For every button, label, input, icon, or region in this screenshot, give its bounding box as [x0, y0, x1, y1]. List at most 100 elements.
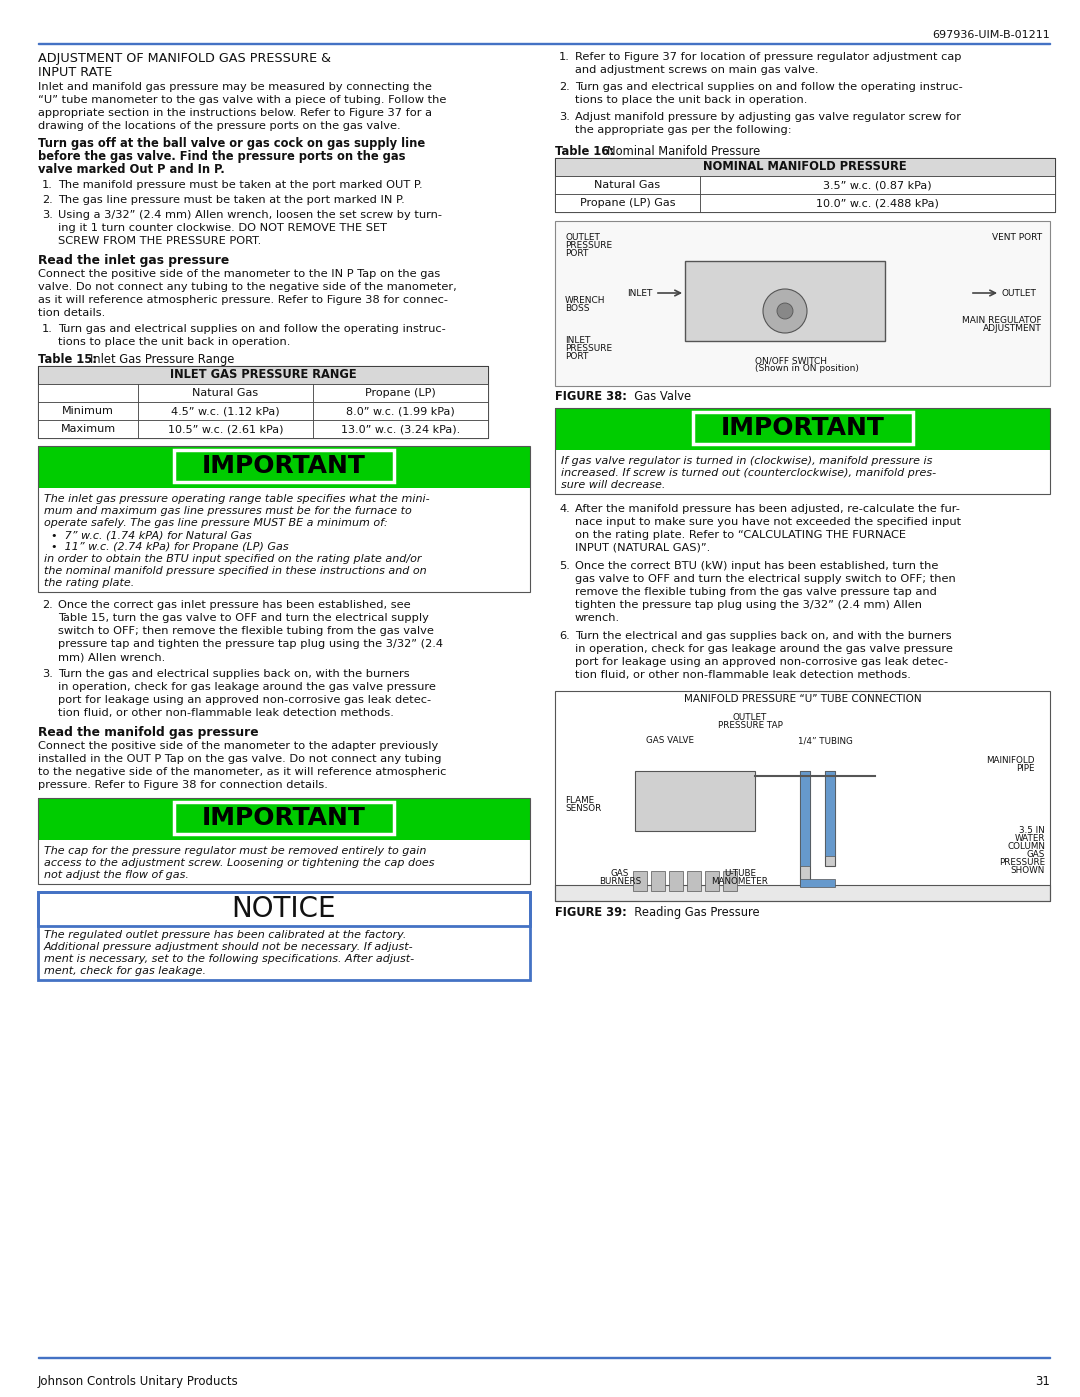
Text: ment, check for gas leakage.: ment, check for gas leakage.	[44, 965, 206, 977]
Text: PORT: PORT	[565, 249, 589, 258]
Bar	[38, 893, 530, 981]
Text: Inlet Gas Pressure Range: Inlet Gas Pressure Range	[90, 353, 234, 366]
Text: WRENCH: WRENCH	[565, 296, 606, 305]
Text: 10.5” w.c. (2.61 kPa): 10.5” w.c. (2.61 kPa)	[167, 425, 283, 434]
Bar	[138, 420, 313, 439]
Bar	[651, 870, 665, 891]
Text: Turn the electrical and gas supplies back on, and with the burners: Turn the electrical and gas supplies bac…	[575, 631, 951, 641]
Text: INPUT RATE: INPUT RATE	[38, 66, 112, 80]
Bar	[692, 412, 913, 444]
Text: •  11” w.c. (2.74 kPa) for Propane (LP) Gas: • 11” w.c. (2.74 kPa) for Propane (LP) G…	[44, 542, 288, 552]
Text: U-TUBE: U-TUBE	[724, 869, 756, 877]
Text: OUTLET: OUTLET	[1002, 289, 1037, 298]
Text: tions to place the unit back in operation.: tions to place the unit back in operatio…	[58, 337, 291, 346]
Bar	[555, 886, 1050, 901]
Text: Connect the positive side of the manometer to the IN P Tap on the gas: Connect the positive side of the manomet…	[38, 270, 441, 279]
Bar	[825, 771, 835, 866]
Text: Gas Valve: Gas Valve	[627, 390, 691, 402]
Bar	[555, 408, 1050, 450]
Bar	[555, 158, 1055, 176]
Text: Turn gas and electrical supplies on and follow the operating instruc-: Turn gas and electrical supplies on and …	[58, 324, 446, 334]
Text: Once the correct BTU (kW) input has been established, turn the: Once the correct BTU (kW) input has been…	[575, 562, 939, 571]
Text: Natural Gas: Natural Gas	[192, 388, 258, 398]
Bar	[38, 42, 1050, 43]
Bar	[555, 158, 1055, 212]
Circle shape	[762, 289, 807, 332]
Text: ment is necessary, set to the following specifications. After adjust-: ment is necessary, set to the following …	[44, 954, 414, 964]
Text: PRESSURE TAP: PRESSURE TAP	[717, 721, 782, 731]
Bar	[313, 402, 488, 420]
Text: installed in the OUT P Tap on the gas valve. Do not connect any tubing: installed in the OUT P Tap on the gas va…	[38, 754, 442, 764]
Text: COLUMN: COLUMN	[1008, 842, 1045, 851]
Text: tion fluid, or other non-flammable leak detection methods.: tion fluid, or other non-flammable leak …	[58, 708, 394, 718]
Text: If gas valve regulator is turned in (clockwise), manifold pressure is: If gas valve regulator is turned in (clo…	[561, 455, 932, 467]
Bar	[800, 879, 835, 887]
Text: Turn gas off at the ball valve or gas cock on gas supply line: Turn gas off at the ball valve or gas co…	[38, 137, 426, 149]
Text: Connect the positive side of the manometer to the adapter previously: Connect the positive side of the manomet…	[38, 740, 438, 752]
Text: in operation, check for gas leakage around the gas valve pressure: in operation, check for gas leakage arou…	[58, 682, 436, 692]
Text: pressure tap and tighten the pressure tap plug using the 3/32” (2.4: pressure tap and tighten the pressure ta…	[58, 638, 443, 650]
Text: port for leakage using an approved non-corrosive gas leak detec-: port for leakage using an approved non-c…	[58, 694, 431, 705]
Text: Read the inlet gas pressure: Read the inlet gas pressure	[38, 254, 229, 267]
Text: the nominal manifold pressure specified in these instructions and on: the nominal manifold pressure specified …	[44, 566, 427, 576]
Text: tion details.: tion details.	[38, 307, 105, 319]
Text: increased. If screw is turned out (counterclockwise), manifold pres-: increased. If screw is turned out (count…	[561, 468, 936, 478]
Text: Table 15:: Table 15:	[38, 353, 97, 366]
Bar	[38, 798, 530, 884]
Text: 2.: 2.	[42, 599, 53, 610]
Text: IMPORTANT: IMPORTANT	[202, 454, 366, 478]
Text: INLET: INLET	[627, 289, 653, 298]
Bar	[705, 870, 719, 891]
Text: 3.: 3.	[42, 210, 53, 219]
Text: in operation, check for gas leakage around the gas valve pressure: in operation, check for gas leakage arou…	[575, 644, 953, 654]
Text: Read the manifold gas pressure: Read the manifold gas pressure	[38, 726, 258, 739]
Text: MANIFOLD PRESSURE “U” TUBE CONNECTION: MANIFOLD PRESSURE “U” TUBE CONNECTION	[684, 694, 921, 704]
Text: sure will decrease.: sure will decrease.	[561, 481, 665, 490]
Text: WATER: WATER	[1014, 834, 1045, 842]
Text: drawing of the locations of the pressure ports on the gas valve.: drawing of the locations of the pressure…	[38, 122, 401, 131]
Text: SCREW FROM THE PRESSURE PORT.: SCREW FROM THE PRESSURE PORT.	[58, 236, 261, 246]
Text: ON/OFF SWITCH: ON/OFF SWITCH	[755, 356, 827, 365]
Text: as it will reference atmospheric pressure. Refer to Figure 38 for connec-: as it will reference atmospheric pressur…	[38, 295, 448, 305]
Text: ADJUSTMENT: ADJUSTMENT	[983, 324, 1042, 332]
Text: After the manifold pressure has been adjusted, re-calculate the fur-: After the manifold pressure has been adj…	[575, 504, 960, 514]
Bar	[138, 384, 313, 402]
Text: INPUT (NATURAL GAS)”.: INPUT (NATURAL GAS)”.	[575, 543, 711, 553]
Bar	[555, 408, 1050, 495]
Text: PRESSURE: PRESSURE	[999, 858, 1045, 868]
Text: VENT PORT: VENT PORT	[991, 233, 1042, 242]
Text: Refer to Figure 37 for location of pressure regulator adjustment cap: Refer to Figure 37 for location of press…	[575, 52, 961, 61]
Text: Natural Gas: Natural Gas	[594, 180, 661, 190]
Text: 3.: 3.	[42, 669, 53, 679]
Text: Table 16:: Table 16:	[555, 145, 615, 158]
Text: access to the adjustment screw. Loosening or tightening the cap does: access to the adjustment screw. Loosenin…	[44, 858, 434, 868]
Text: 10.0” w.c. (2.488 kPa): 10.0” w.c. (2.488 kPa)	[816, 198, 939, 208]
Bar	[38, 402, 138, 420]
Text: FIGURE 38:: FIGURE 38:	[555, 390, 626, 402]
Text: MANOMETER: MANOMETER	[712, 877, 769, 886]
Text: 3.5” w.c. (0.87 kPa): 3.5” w.c. (0.87 kPa)	[823, 180, 932, 190]
Text: 4.5” w.c. (1.12 kPa): 4.5” w.c. (1.12 kPa)	[172, 407, 280, 416]
Text: mum and maximum gas line pressures must be for the furnace to: mum and maximum gas line pressures must …	[44, 506, 411, 515]
Bar	[723, 870, 737, 891]
Bar	[555, 221, 1050, 386]
Text: Johnson Controls Unitary Products: Johnson Controls Unitary Products	[38, 1375, 239, 1389]
Bar	[38, 798, 530, 840]
Text: the rating plate.: the rating plate.	[44, 578, 134, 588]
Text: 1/4” TUBING: 1/4” TUBING	[798, 736, 852, 745]
Text: nace input to make sure you have not exceeded the specified input: nace input to make sure you have not exc…	[575, 517, 961, 527]
Text: 2.: 2.	[42, 196, 53, 205]
Text: SENSOR: SENSOR	[565, 805, 602, 813]
Text: Table 15, turn the gas valve to OFF and turn the electrical supply: Table 15, turn the gas valve to OFF and …	[58, 613, 429, 623]
Text: NOMINAL MANIFOLD PRESSURE: NOMINAL MANIFOLD PRESSURE	[703, 161, 907, 173]
Text: The regulated outlet pressure has been calibrated at the factory.: The regulated outlet pressure has been c…	[44, 930, 406, 940]
Text: 1.: 1.	[42, 324, 53, 334]
Text: 3.: 3.	[559, 112, 570, 122]
Text: 1.: 1.	[559, 52, 570, 61]
Bar	[38, 1356, 1050, 1358]
Bar	[174, 802, 394, 834]
Text: 31: 31	[1035, 1375, 1050, 1389]
Text: FLAME: FLAME	[565, 796, 594, 805]
Text: BURNERS: BURNERS	[599, 877, 642, 886]
Bar	[685, 261, 885, 341]
